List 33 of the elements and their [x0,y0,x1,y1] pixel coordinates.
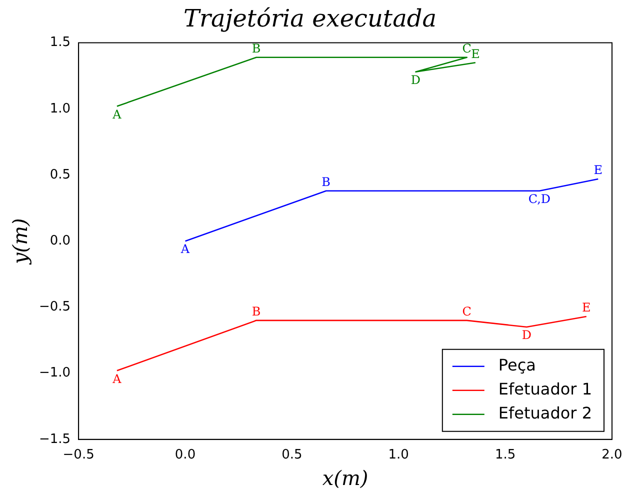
y-tick-label: −1.0 [38,366,71,381]
annotation: C [462,304,472,319]
y-tick-label: 0.0 [50,233,71,248]
annotation: D [522,328,532,342]
annotation: E [471,46,480,61]
annotation: D [410,73,421,88]
annotation: A [180,242,190,256]
y-tick-label: 0.5 [50,167,71,182]
y-axis-title: y(m) [8,218,32,266]
x-tick-label: 2.0 [602,448,622,463]
annotation: A [112,107,122,122]
legend-label: Peça [498,356,536,375]
annotation: E [582,300,591,315]
annotation: E [594,163,603,178]
chart-title: Trajetória executada [183,4,437,33]
x-tick-label: 0.5 [282,448,302,463]
x-tick-label: 1.5 [494,448,516,463]
x-axis-title: x(m) [322,466,368,490]
y-tick-label: −0.5 [38,300,71,315]
annotation: B [252,41,261,56]
legend-label: Efetuador 2 [498,404,592,423]
annotation: C,D [528,192,551,206]
annotation: C [462,41,472,56]
legend-label: Efetuador 1 [498,380,592,399]
annotation: B [322,174,331,189]
y-tick-label: 1.5 [50,35,71,50]
annotation: B [252,304,261,319]
annotation: A [112,372,122,386]
y-tick-label: 1.0 [50,101,71,116]
x-tick-label: 0.0 [174,448,196,463]
y-tick-label: −1.5 [38,432,71,447]
x-tick-label: −0.5 [62,448,94,463]
x-tick-label: 1.0 [388,448,409,463]
